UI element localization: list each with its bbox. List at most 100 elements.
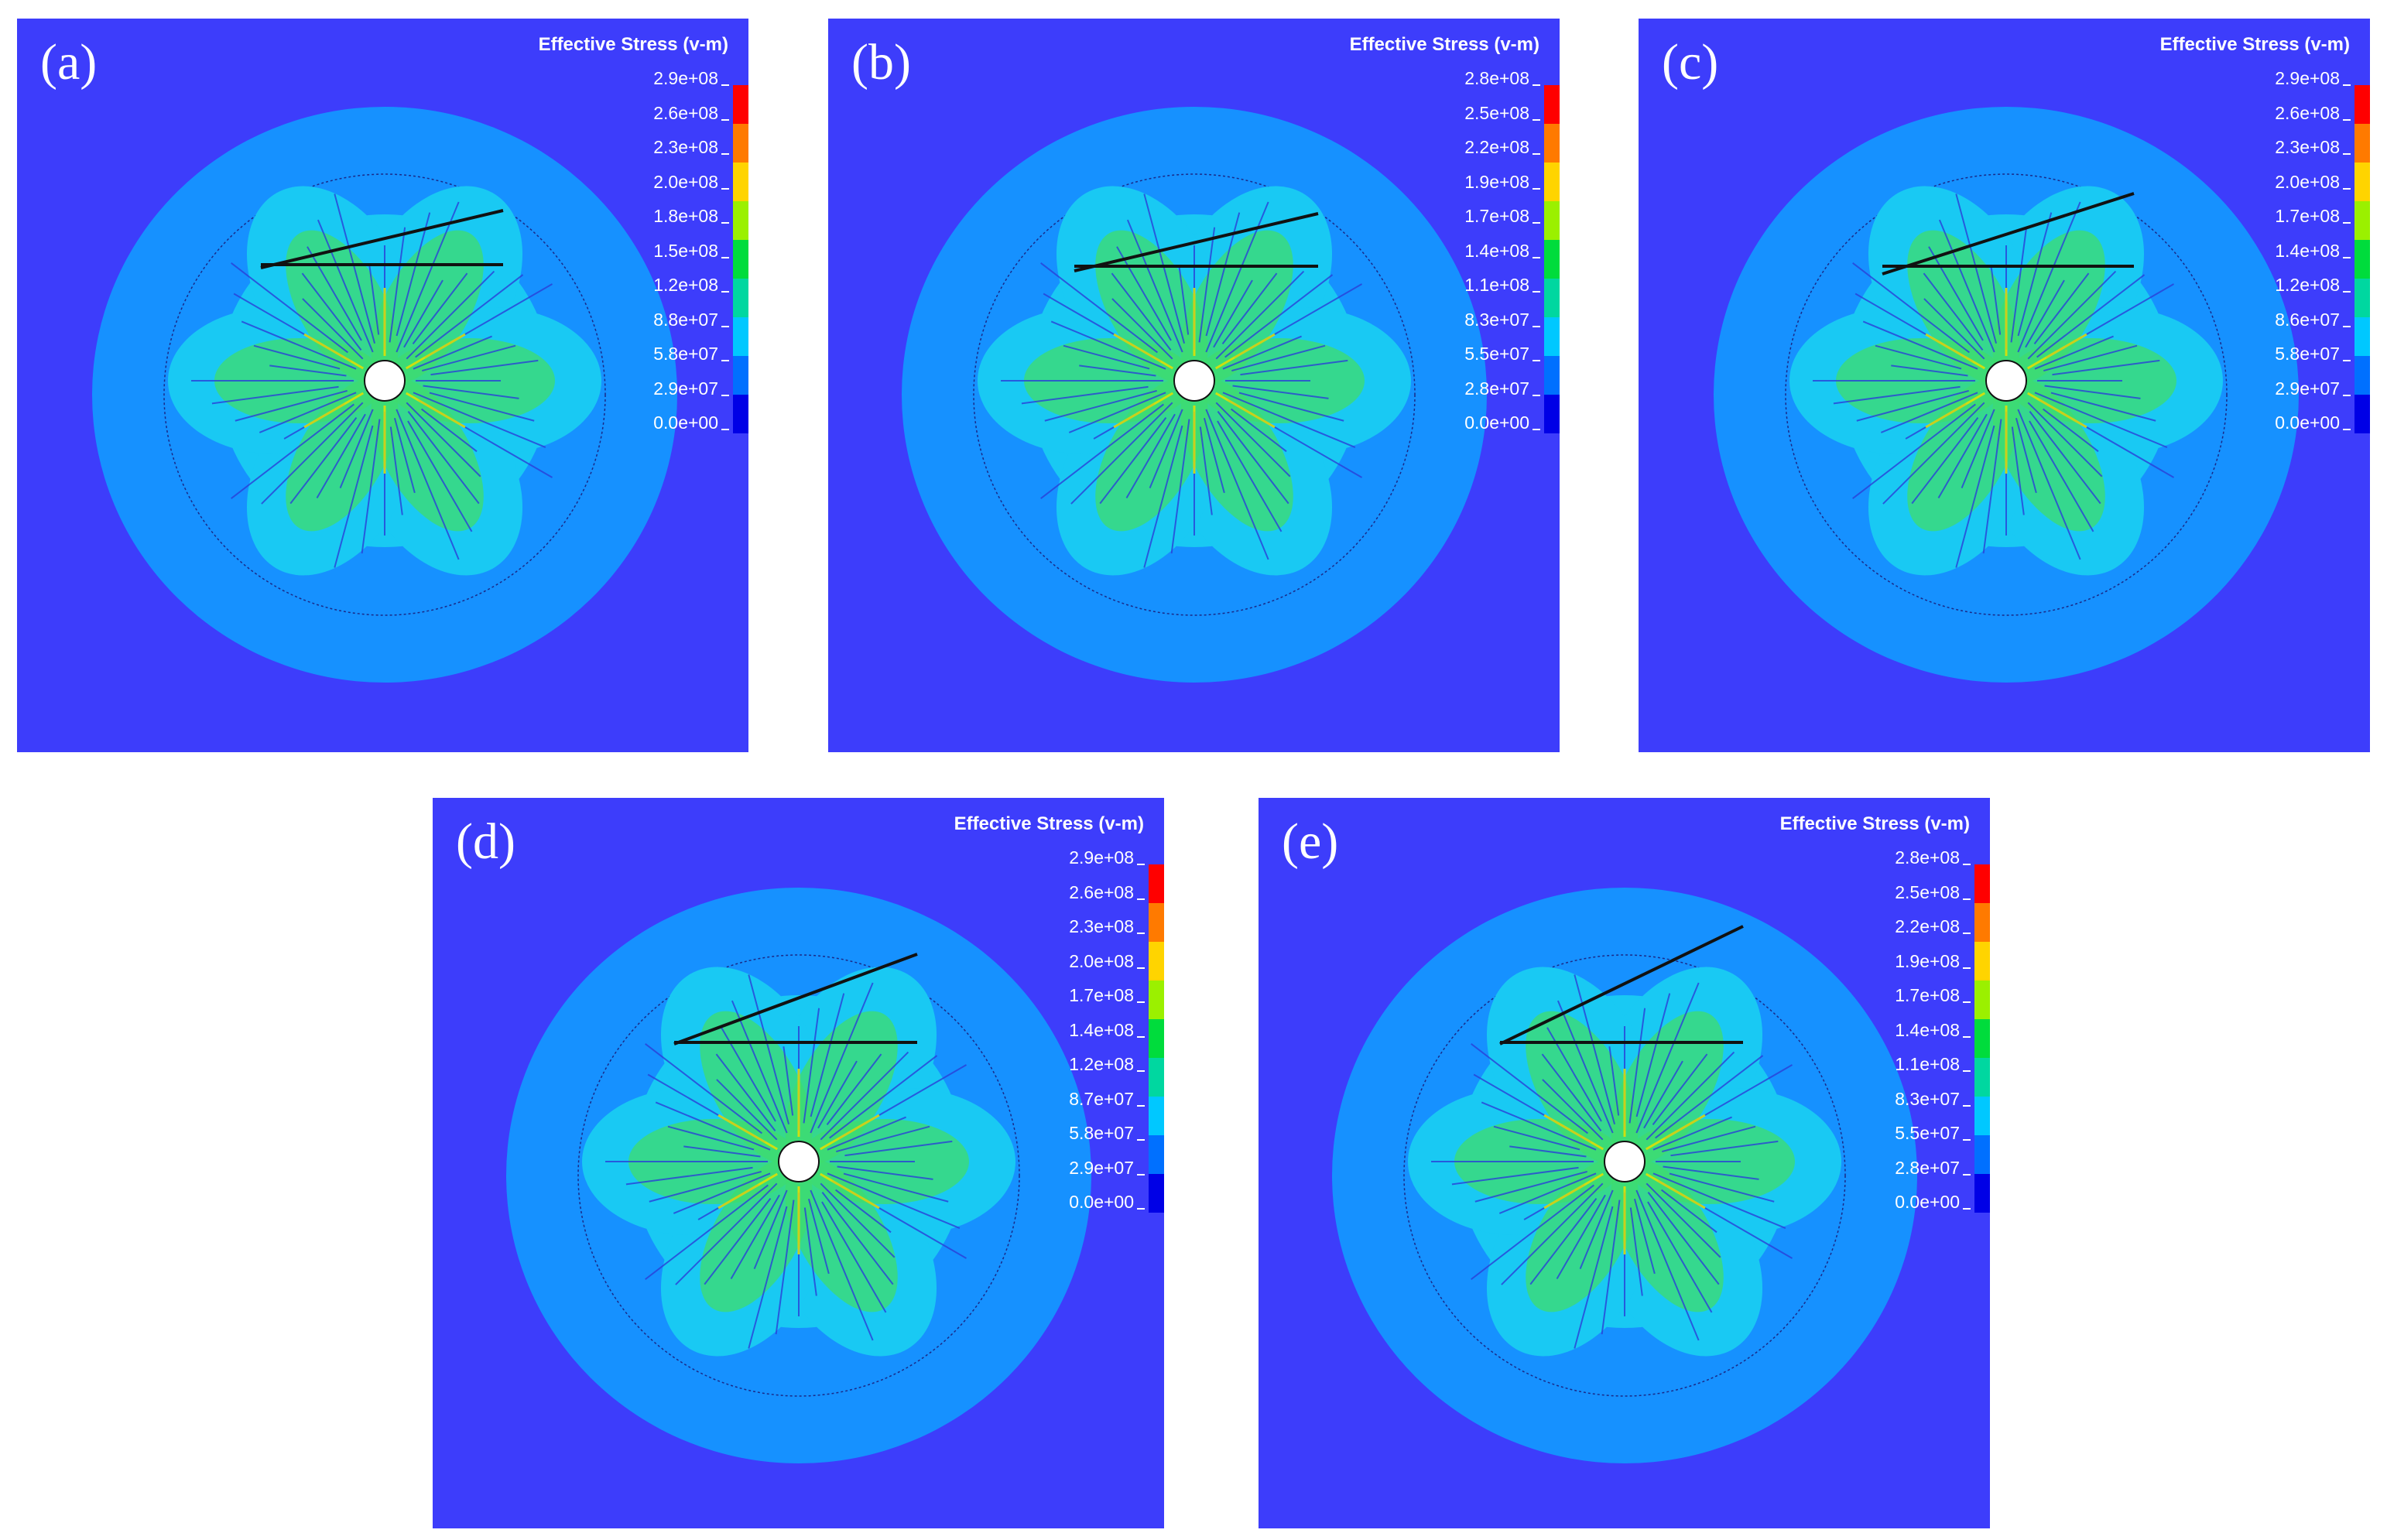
legend-title: Effective Stress (v-m): [1349, 34, 1539, 55]
colorbar-segment: [733, 85, 748, 124]
colorbar-tick-label: 1.2e+08: [2275, 275, 2340, 295]
colorbar-legend: 2.8e+08 2.5e+08 2.2e+08 1.9e+08 1.7e+08 1.4e+…: [1409, 70, 1560, 433]
borehole: [1173, 360, 1215, 402]
colorbar-tick-label: 1.7e+08: [1464, 206, 1529, 226]
colorbar-tick-label: 5.5e+07: [1895, 1123, 1960, 1143]
colorbar-segment: [1149, 980, 1164, 1019]
colorbar-tick-label: 2.8e+07: [1464, 378, 1529, 399]
colorbar-segment: [2354, 85, 2370, 124]
colorbar-tick-label: 0.0e+00: [1464, 412, 1529, 433]
colorbar-tick-label: 2.3e+08: [2275, 137, 2340, 157]
colorbar-tick: 2.2e+08: [1409, 139, 1540, 156]
tick-mark: [2343, 360, 2351, 361]
colorbar-segment: [1544, 240, 1560, 279]
radial-cracks: [1813, 193, 2175, 568]
colorbar-tick: 5.5e+07: [1409, 345, 1540, 363]
panel-label: (d): [456, 813, 515, 870]
tick-mark: [1533, 187, 1540, 190]
colorbar-segment: [1544, 124, 1560, 163]
tick-mark: [721, 360, 729, 361]
colorbar-tick-label: 2.3e+08: [1069, 916, 1134, 936]
tick-mark: [2343, 118, 2351, 121]
colorbar-tick: 0.0e+00: [598, 414, 729, 432]
reference-ring: [1785, 173, 2228, 616]
tick-mark: [1963, 898, 1971, 900]
inclined-joint: [1074, 212, 1319, 272]
panel-d: (d) Effective Stress (v-m) 2.9e+08 2.6e+08 2…: [433, 798, 1164, 1528]
colorbar-tick: 8.7e+07: [1013, 1090, 1145, 1108]
tick-mark: [1963, 1139, 1971, 1141]
tick-mark: [2343, 222, 2351, 224]
colorbar-segment: [1974, 1097, 1990, 1135]
tick-mark: [721, 291, 729, 293]
tick-mark: [1963, 1208, 1971, 1210]
colorbar-segment: [733, 201, 748, 240]
colorbar-tick-label: 8.3e+07: [1464, 309, 1529, 330]
colorbar-segment: [1544, 163, 1560, 201]
colorbar-tick: 1.7e+08: [1839, 987, 1971, 1004]
tick-mark: [1533, 153, 1540, 155]
colorbar-segment: [733, 163, 748, 201]
colorbar-segment: [1974, 903, 1990, 942]
colorbar-tick-label: 1.4e+08: [1464, 240, 1529, 261]
colorbar-tick-label: 1.1e+08: [1464, 275, 1529, 295]
colorbar-segment: [733, 395, 748, 433]
tick-mark: [721, 394, 729, 396]
colorbar-tick: 1.4e+08: [2219, 241, 2351, 260]
borehole: [778, 1141, 820, 1182]
colorbar-segment: [1974, 980, 1990, 1019]
colorbar-tick: 2.8e+07: [1839, 1158, 1971, 1177]
colorbar-tick: 2.0e+08: [598, 173, 729, 191]
colorbar-tick-label: 2.9e+08: [2275, 68, 2340, 88]
tick-mark: [1137, 1208, 1145, 1210]
tick-mark: [1137, 967, 1145, 969]
colorbar-segment: [2354, 240, 2370, 279]
colorbar-segment: [1974, 1174, 1990, 1213]
colorbar-tick: 0.0e+00: [1839, 1193, 1971, 1211]
colorbar-tick: 2.9e+07: [2219, 379, 2351, 398]
colorbar-segment: [2354, 201, 2370, 240]
stress-field-plot: [1332, 888, 1917, 1463]
colorbar-tick-label: 2.0e+08: [2275, 171, 2340, 192]
colorbar-tick: 8.3e+07: [1409, 309, 1540, 330]
inclined-joint: [1882, 192, 2135, 275]
tick-mark: [1533, 256, 1540, 258]
tick-mark: [1533, 360, 1540, 361]
colorbar-segment: [1149, 1174, 1164, 1213]
colorbar-tick-label: 1.8e+08: [653, 206, 718, 226]
colorbar-tick: 1.5e+08: [598, 241, 729, 260]
colorbar-tick-label: 5.8e+07: [1069, 1123, 1134, 1143]
colorbar-tick-label: 2.6e+08: [1069, 881, 1134, 902]
stress-field-plot: [92, 107, 677, 683]
colorbar-tick-label: 2.8e+08: [1895, 847, 1960, 868]
tick-mark: [1963, 1035, 1971, 1038]
colorbar-tick-label: 0.0e+00: [653, 412, 718, 433]
colorbar-tick-label: 8.6e+07: [2275, 309, 2340, 330]
colorbar-segment: [2354, 356, 2370, 395]
colorbar-tick: 2.5e+08: [1409, 104, 1540, 122]
colorbar-tick: 5.8e+07: [1013, 1124, 1145, 1142]
panel-a: (a) Effective Stress (v-m) 2.9e+08 2.6e+08 2…: [17, 19, 748, 752]
tick-mark: [1533, 325, 1540, 327]
hot-stress-streaks: [303, 288, 466, 474]
colorbar-tick: 0.0e+00: [1013, 1193, 1145, 1211]
colorbar-tick-label: 0.0e+00: [1895, 1192, 1960, 1212]
colorbar-tick: 2.9e+08: [2219, 70, 2351, 87]
colorbar-segment: [2354, 163, 2370, 201]
colorbar-legend: 2.8e+08 2.5e+08 2.2e+08 1.9e+08 1.7e+08 1.4e+…: [1839, 847, 1990, 1213]
tick-mark: [721, 118, 729, 121]
colorbar-legend: 2.9e+08 2.6e+08 2.3e+08 2.0e+08 1.7e+08 1.4e+…: [2219, 70, 2370, 433]
colorbar-segment: [733, 356, 748, 395]
reference-ring: [973, 173, 1416, 616]
colorbar-segment: [1544, 201, 1560, 240]
tick-mark: [1963, 1173, 1971, 1176]
colorbar-tick: 0.0e+00: [1409, 414, 1540, 432]
colorbar-segment: [733, 279, 748, 317]
colorbar-tick: 1.4e+08: [1409, 240, 1540, 261]
tick-mark: [2343, 153, 2351, 155]
colorbar-segment: [2354, 124, 2370, 163]
tick-mark: [1137, 1104, 1145, 1107]
tick-mark: [1963, 864, 1971, 865]
tick-mark: [1137, 898, 1145, 900]
colorbar-tick: 2.3e+08: [1013, 918, 1145, 936]
